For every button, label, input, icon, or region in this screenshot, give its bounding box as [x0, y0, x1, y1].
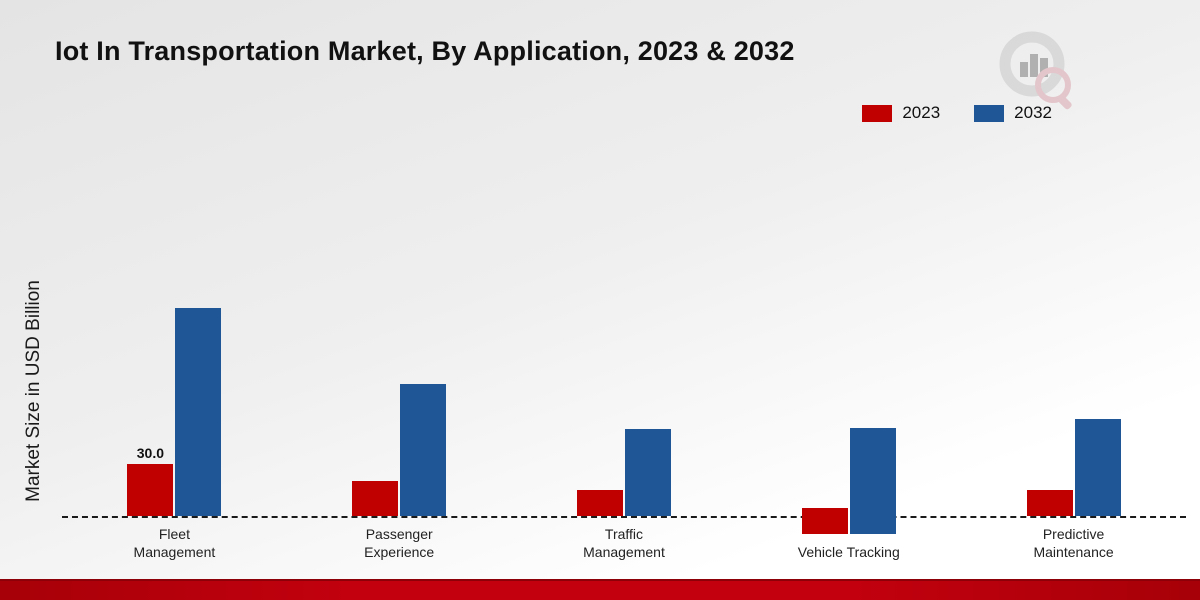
- plot-area: 30.0 Fleet Management Passenger Experience…: [62, 291, 1186, 561]
- company-watermark-logo: [994, 28, 1082, 121]
- legend-item-2023: 2023: [862, 103, 940, 123]
- footer-red-bar: [0, 579, 1200, 600]
- bar-value-label: 30.0: [136, 445, 165, 461]
- chart-title: Iot In Transportation Market, By Applica…: [55, 36, 795, 66]
- bar-pair: [801, 309, 896, 534]
- category-label: Fleet Management: [133, 526, 216, 560]
- bar-groups: 30.0 Fleet Management Passenger Experience…: [62, 291, 1186, 561]
- bar-group: Traffic Management: [544, 291, 704, 561]
- legend-label-2023: 2023: [902, 103, 941, 122]
- bar-pair: [1026, 291, 1121, 516]
- category-label: Traffic Management: [583, 526, 665, 560]
- y-axis-label: Market Size in USD Billion: [23, 280, 44, 502]
- x-axis-baseline: [62, 516, 1186, 518]
- bar-2032: [175, 308, 222, 516]
- bar-2032: [400, 384, 447, 516]
- bar-2032: [624, 429, 671, 516]
- bar-2032: [849, 427, 896, 534]
- bar-pair: 30.0: [127, 291, 222, 516]
- bar-group: Passenger Experience: [319, 291, 479, 561]
- legend-swatch-2032: [974, 104, 1005, 122]
- bar-2023: [801, 507, 848, 534]
- bar-pair: [352, 291, 447, 516]
- category-label: Predictive Maintenance: [1033, 526, 1114, 560]
- legend-item-2032: 2032: [974, 103, 1052, 123]
- bar-2023: 30.0: [127, 445, 174, 516]
- category-label: Passenger Experience: [364, 526, 435, 560]
- bar-2023: [352, 481, 399, 516]
- bar-group: 30.0 Fleet Management: [94, 291, 254, 561]
- legend-swatch-2023: [862, 104, 893, 122]
- bar-2023: [576, 490, 623, 516]
- bar-2032: [1074, 419, 1121, 516]
- bar-group: Vehicle Tracking: [769, 309, 929, 562]
- bar-chart-magnifier-icon: [999, 31, 1072, 110]
- bar-2023: [1026, 490, 1073, 516]
- bar-group: Predictive Maintenance: [994, 291, 1154, 561]
- bar-pair: [576, 291, 671, 516]
- category-label: Vehicle Tracking: [797, 543, 900, 560]
- legend-label-2032: 2032: [1014, 103, 1052, 122]
- legend: 2023 2032: [862, 103, 1052, 123]
